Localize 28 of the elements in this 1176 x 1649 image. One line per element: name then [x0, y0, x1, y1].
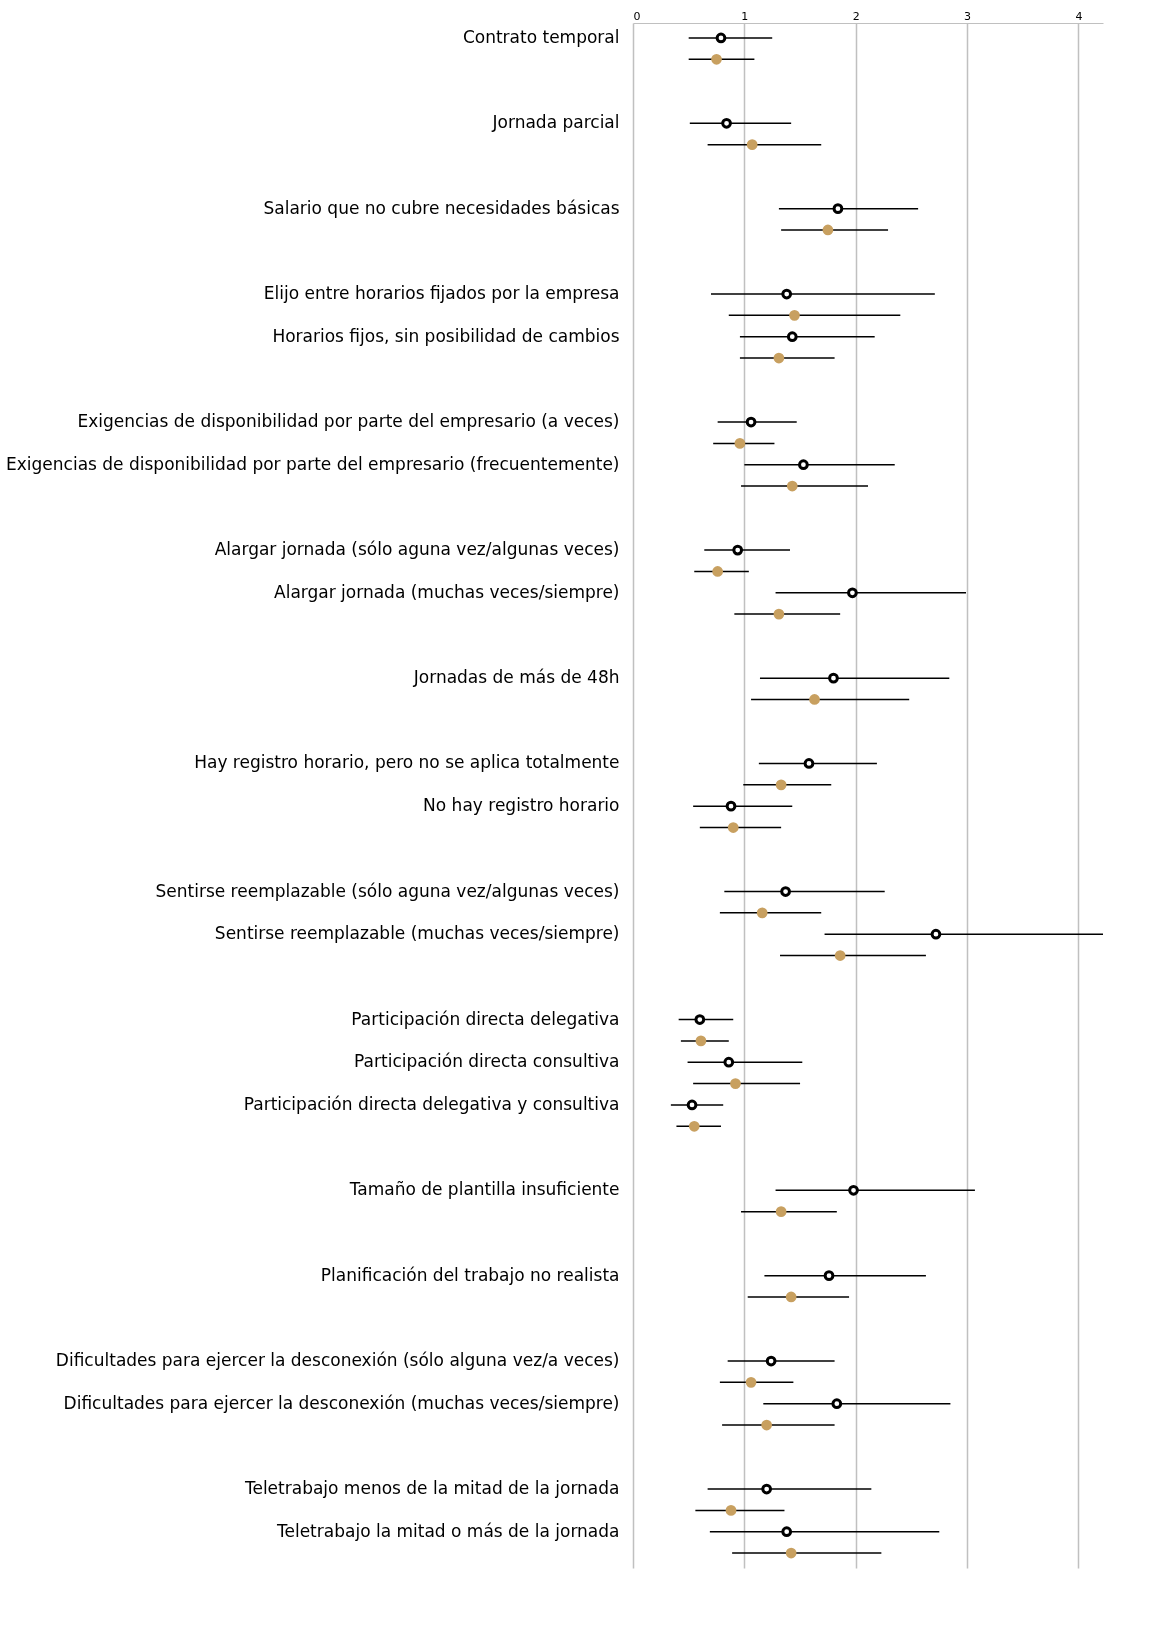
y-tick-label: Exigencias de disponibilidad por parte del empresario (frecuentemente) [6, 453, 620, 474]
y-tick-label: Sentirse reemplazable (muchas veces/siempre) [214, 923, 620, 944]
y-tick-label: Participación directa delegativa y consultiva [243, 1093, 620, 1114]
x-tick-label: 4 [1075, 9, 1083, 23]
y-tick-label: Contrato temporal [462, 26, 620, 47]
y-tick-label: Dificultades para ejercer la desconexión (sólo alguna vez/a veces) [55, 1350, 620, 1370]
y-tick-label: Hay registro horario, pero no se aplica totalmente [194, 752, 620, 773]
y-tick-label: Tamaño de plantilla insuficiente [348, 1179, 620, 1200]
y-tick-label: Participación directa delegativa [351, 1008, 620, 1029]
y-tick-label: Jornadas de más de 48h [412, 667, 620, 688]
x-tick-label: 0 [633, 9, 641, 23]
y-tick-label: Elijo entre horarios fijados por la empresa [263, 283, 620, 304]
x-tick-label: 2 [852, 9, 860, 23]
y-tick-label: Sentirse reemplazable (sólo aguna vez/algunas veces) [155, 880, 620, 901]
y-tick-label: Exigencias de disponibilidad por parte del empresario (a veces) [77, 411, 620, 432]
y-tick-label: Jornada parcial [491, 112, 620, 133]
x-tick-label: 1 [741, 9, 749, 23]
y-tick-label: Alargar jornada (muchas veces/siempre) [274, 581, 620, 602]
y-tick-label: Horarios fijos, sin posibilidad de cambios [272, 325, 620, 346]
y-tick-label: Teletrabajo la mitad o más de la jornada [275, 1520, 620, 1541]
y-tick-label: No hay registro horario [423, 795, 620, 816]
y-tick-label: Teletrabajo menos de la mitad de la jornada [243, 1478, 620, 1499]
y-tick-label: Planificación del trabajo no realista [320, 1264, 620, 1285]
y-tick-label: Salario que no cubre necesidades básicas [263, 197, 620, 218]
y-tick-label: Dificultades para ejercer la desconexión (muchas veces/siempre) [63, 1392, 620, 1413]
y-tick-label: Alargar jornada (sólo aguna vez/algunas veces) [214, 539, 620, 560]
y-tick-label: Participación directa consultiva [354, 1051, 620, 1072]
x-tick-label: 3 [964, 9, 972, 23]
